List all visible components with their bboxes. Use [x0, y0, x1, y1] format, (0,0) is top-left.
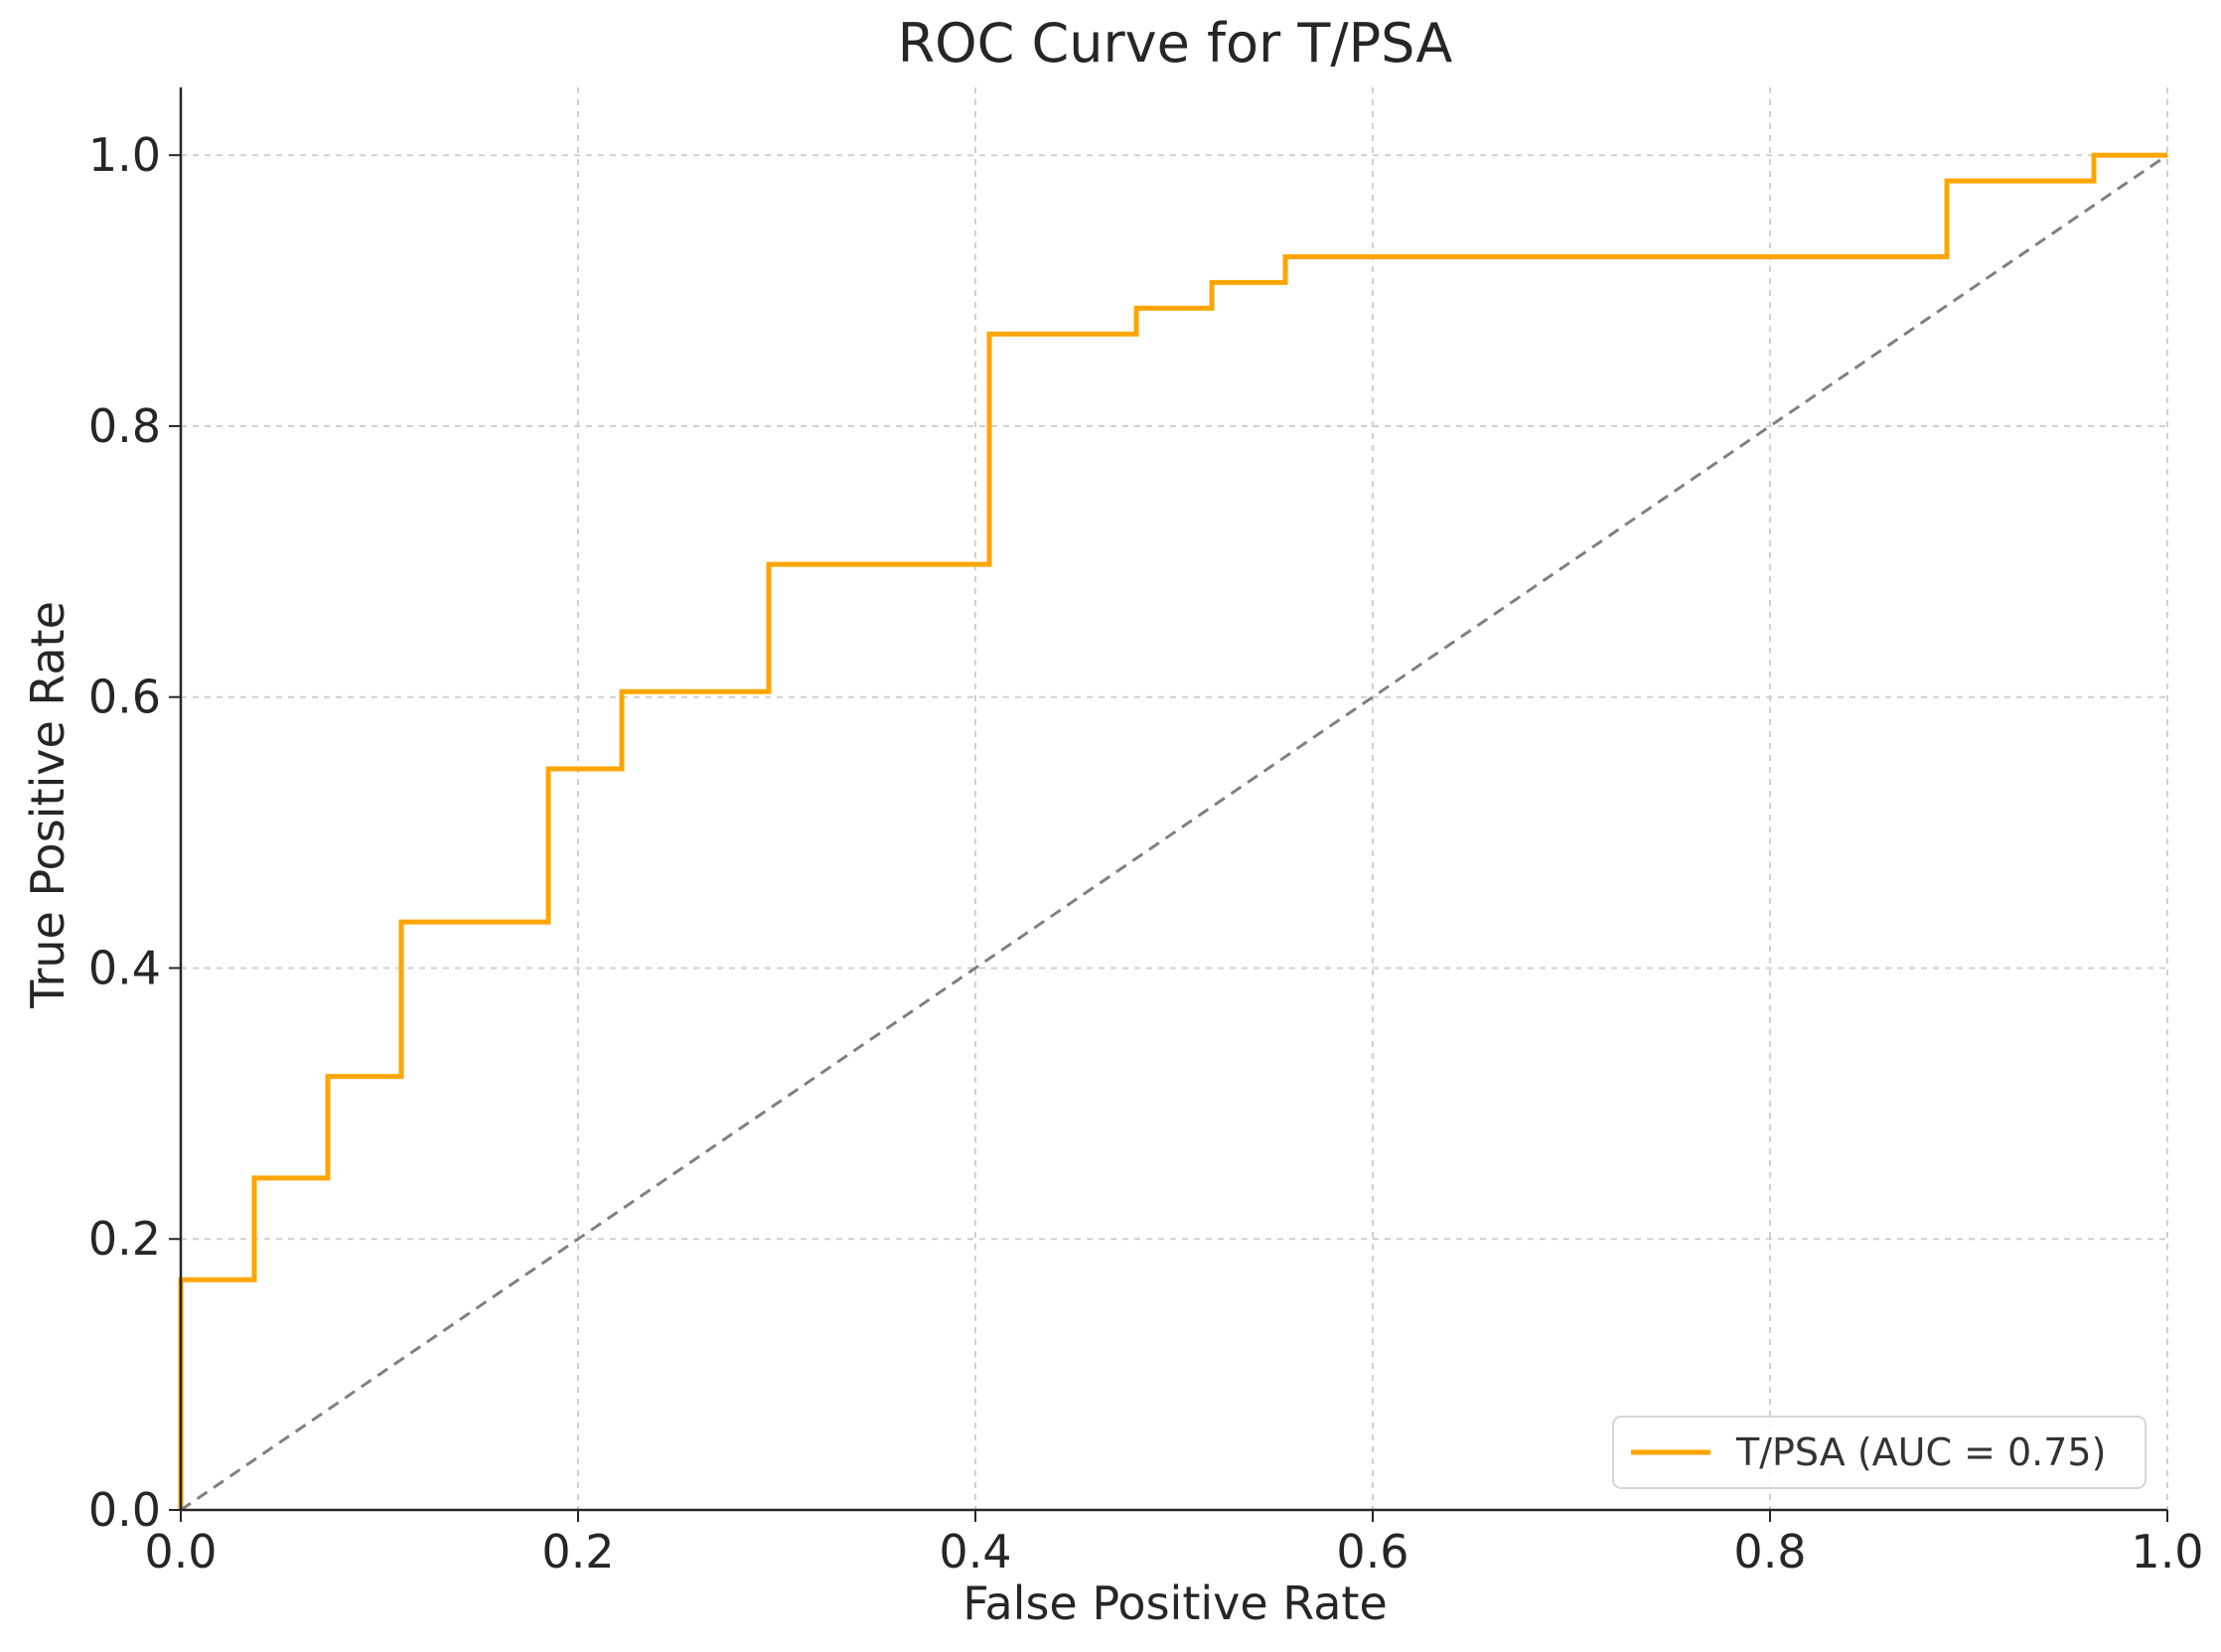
- grid: [180, 87, 2168, 1511]
- x-tick-label: 0.2: [541, 1525, 614, 1578]
- series-layer: [178, 152, 2168, 1512]
- y-tick-label: 1.0: [88, 128, 161, 182]
- chart-title: ROC Curve for T/PSA: [898, 12, 1453, 75]
- legend-label: T/PSA (AUC = 0.75): [1735, 1430, 2106, 1474]
- y-tick-label: 0.0: [88, 1483, 161, 1537]
- chance-diagonal-line: [180, 153, 2168, 1512]
- axes: [179, 87, 2167, 1512]
- y-tick-label: 0.2: [88, 1212, 161, 1266]
- x-tick-label: 0.8: [1733, 1525, 1806, 1578]
- roc-curve-line: [178, 152, 2167, 1510]
- y-tick-label: 0.4: [88, 941, 161, 994]
- x-axis-label: False Positive Rate: [962, 1577, 1388, 1630]
- x-tick-label: 0.6: [1336, 1525, 1408, 1578]
- x-tick-label: 0.0: [144, 1525, 217, 1578]
- x-tick-label: 0.4: [939, 1525, 1011, 1578]
- y-tick-label: 0.8: [88, 399, 161, 453]
- legend-box: [1612, 1416, 2147, 1489]
- y-tick-label: 0.6: [88, 671, 161, 724]
- legend: T/PSA (AUC = 0.75): [1612, 1416, 2147, 1489]
- y-axis-label: True Positive Rate: [21, 601, 74, 1009]
- x-tick-label: 1.0: [2131, 1525, 2203, 1578]
- ticks: 0.0 0.2 0.4 0.6 0.8 1.0 0.0 0.2 0.4 0.6 0.8 1.0: [88, 128, 2204, 1578]
